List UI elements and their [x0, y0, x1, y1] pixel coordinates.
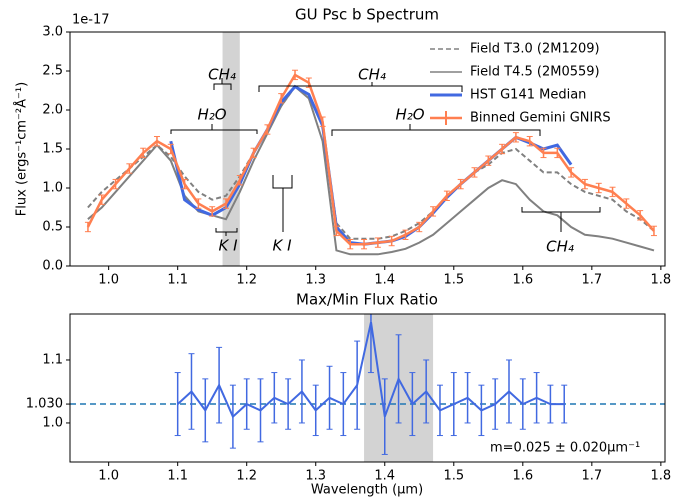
annotation: H₂O — [197, 106, 226, 124]
y-tick-label: 1.030 — [26, 397, 63, 412]
y-tick-label: 0.0 — [42, 259, 63, 274]
x-tick-label: 1.6 — [512, 273, 533, 288]
x-tick-label: 1.7 — [581, 273, 602, 288]
y-tick-label: 1.0 — [42, 181, 63, 196]
x-tick-label: 1.6 — [512, 469, 533, 484]
annotation-bracket — [170, 124, 258, 134]
plot-frame — [69, 313, 666, 463]
annotation: K I — [218, 237, 238, 255]
series-line — [177, 321, 565, 419]
annotation-bracket — [258, 82, 463, 92]
x-tick-label: 1.4 — [374, 469, 395, 484]
annotation: m=0.025 ± 0.020μm⁻¹ — [490, 441, 640, 456]
y-tick-label: 1.5 — [42, 142, 63, 157]
y-tick-label: 3.0 — [42, 25, 63, 40]
series-line — [86, 73, 655, 246]
legend-label: Binned Gemini GNIRS — [470, 111, 611, 126]
x-tick-label: 1.5 — [443, 469, 464, 484]
annotation: H₂O — [395, 106, 424, 124]
x-tick-label: 1.8 — [651, 273, 672, 288]
annotation-bracket — [213, 78, 232, 90]
annotation: K I — [272, 237, 292, 255]
x-tick-label: 1.3 — [305, 273, 326, 288]
annotation-bracket — [215, 228, 238, 236]
x-tick-label: 1.8 — [651, 469, 672, 484]
annotation-bracket — [272, 175, 293, 232]
x-tick-label: 1.0 — [98, 469, 119, 484]
x-tick-label: 1.5 — [443, 273, 464, 288]
y-axis-label: Flux (ergs⁻¹cm⁻²Å⁻¹) — [14, 82, 30, 216]
annotation-bracket — [521, 207, 601, 232]
chart-title: GU Psc b Spectrum — [295, 6, 439, 24]
annotation: CH₄ — [358, 66, 386, 84]
x-tick-label: 1.1 — [167, 273, 188, 288]
plot-frame — [69, 31, 666, 267]
annotation: CH₄ — [546, 238, 574, 256]
legend-label: Field T4.5 (2M0559) — [470, 65, 600, 80]
series-line — [87, 85, 655, 240]
y-tick-label: 2.0 — [42, 103, 63, 118]
x-tick-label: 1.4 — [374, 273, 395, 288]
y-tick-label: 1.0 — [42, 415, 63, 430]
chart-title: Max/Min Flux Ratio — [296, 291, 438, 309]
y-tick-label: 1.1 — [42, 352, 63, 367]
y-tick-label: 2.5 — [42, 64, 63, 79]
x-tick-label: 1.7 — [581, 469, 602, 484]
legend-label: HST G141 Median — [470, 88, 586, 103]
x-tick-label: 1.3 — [305, 469, 326, 484]
annotation: CH₄ — [208, 66, 236, 84]
y-tick-label: 0.5 — [42, 220, 63, 235]
x-tick-label: 1.0 — [98, 273, 119, 288]
legend-label: Field T3.0 (2M1209) — [470, 42, 600, 57]
x-axis-label: Wavelength (µm) — [311, 483, 423, 498]
offset-label: 1e-17 — [72, 13, 110, 28]
x-tick-label: 1.2 — [236, 273, 257, 288]
x-tick-label: 1.1 — [167, 469, 188, 484]
annotation-bracket — [331, 124, 541, 136]
x-tick-label: 1.2 — [236, 469, 257, 484]
